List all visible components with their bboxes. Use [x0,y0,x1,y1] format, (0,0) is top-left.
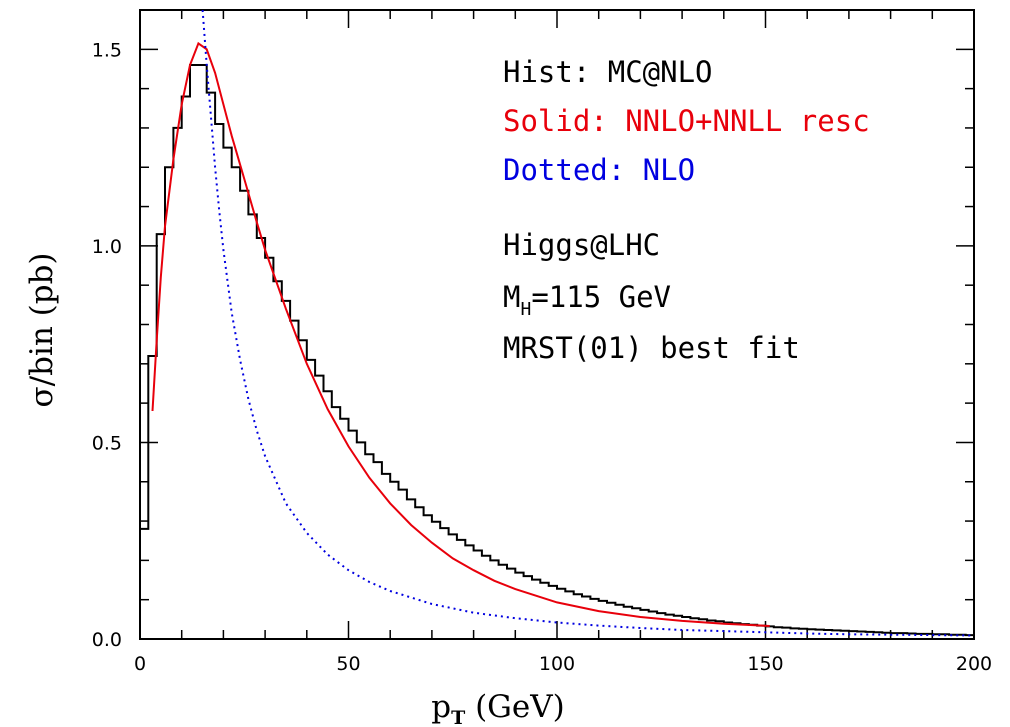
annotation-hist: Hist: MC@NLO [503,55,713,89]
series-mcnlo-histogram [140,64,974,637]
x-axis-title-sub: T [451,707,465,727]
annotation-pdf: MRST(01) best fit [503,331,800,365]
annotation-process: Higgs@LHC [503,228,660,262]
y-tick-label: 0.5 [92,432,122,454]
annotation-mass: MH=115 GeV [503,280,671,320]
annotation-mass-rest: =115 GeV [531,280,671,314]
series-nlo-dotted-line [201,10,974,637]
x-axis-title-rest: (GeV) [465,689,565,725]
series-nnlo-nnll-line [151,41,770,627]
annotation-mass-sub: H [520,299,531,320]
x-axis-title-main: p [431,689,451,725]
y-tick-labels: 0.0 0.5 1.0 1.5 [92,39,122,651]
x-tick-label: 200 [956,653,992,675]
annotation-solid: Solid: NNLO+NNLL resc [503,104,870,138]
y-tick-label: 0.0 [92,629,122,651]
y-tick-label: 1.0 [92,236,122,258]
x-tick-label: 100 [539,653,575,675]
x-axis-title: pT (GeV) [431,689,565,727]
x-tick-labels: 0 50 100 150 200 [134,653,992,675]
annotation-mass-main: M [503,280,520,314]
annotation-dotted: Dotted: NLO [503,153,695,187]
y-tick-label: 1.5 [92,39,122,61]
x-tick-label: 150 [747,653,783,675]
x-tick-label: 0 [134,653,146,675]
x-tick-label: 50 [336,653,360,675]
y-axis-title: σ/bin (pb) [24,252,60,407]
